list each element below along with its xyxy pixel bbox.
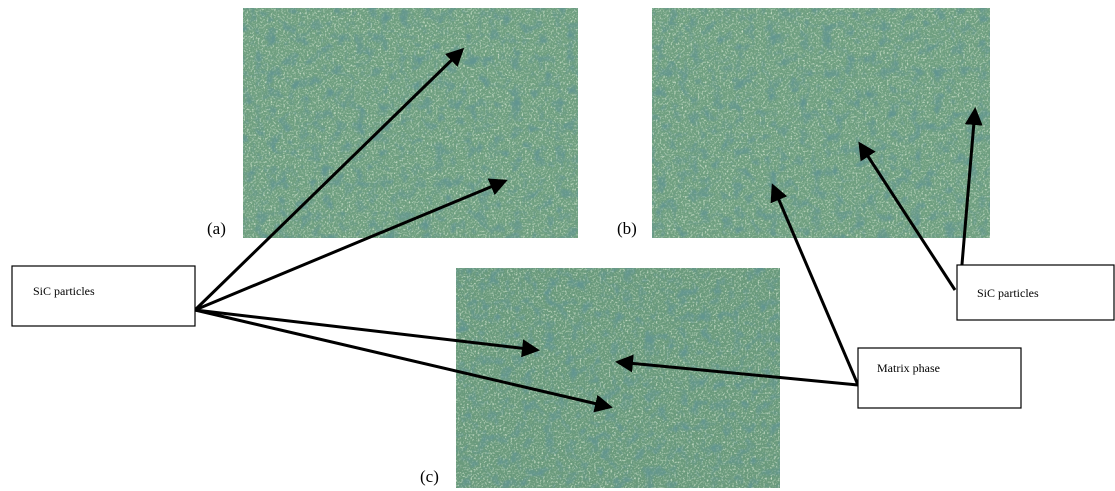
panel-label: (c) <box>420 467 439 486</box>
callout-label: SiC particles <box>977 286 1039 300</box>
callout-box <box>858 348 1021 408</box>
figure: (a) (b) (c) SiC particles SiC particles … <box>0 0 1115 491</box>
micrograph-c <box>456 268 780 488</box>
micrograph-a <box>243 8 578 238</box>
callout-label: SiC particles <box>33 284 95 298</box>
micrograph-b <box>652 8 990 238</box>
panel-label: (b) <box>617 219 637 238</box>
callout-label: Matrix phase <box>877 361 940 375</box>
panel-label: (a) <box>207 219 226 238</box>
